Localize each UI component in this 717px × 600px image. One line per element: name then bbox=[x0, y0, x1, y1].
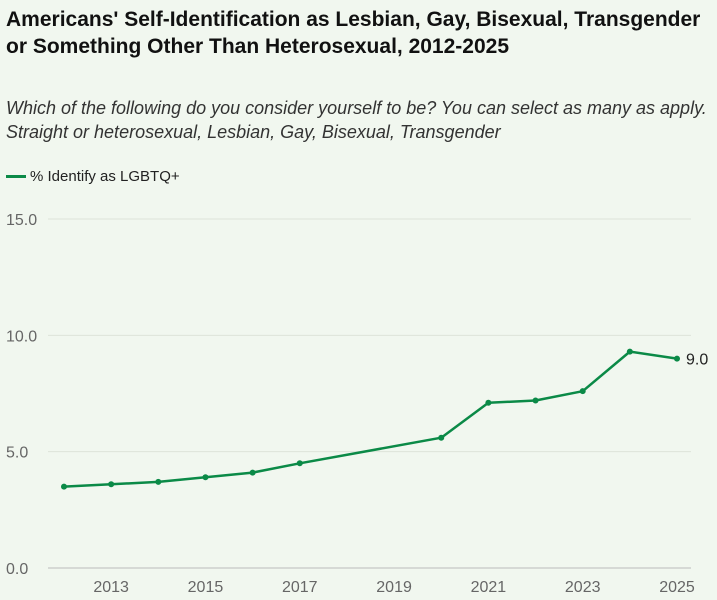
data-point bbox=[438, 434, 445, 441]
x-tick-label: 2013 bbox=[93, 579, 129, 596]
data-point bbox=[532, 397, 539, 404]
data-point bbox=[485, 399, 492, 406]
data-point bbox=[626, 348, 633, 355]
y-tick-label: 15.0 bbox=[6, 212, 37, 229]
x-tick-label: 2019 bbox=[376, 579, 412, 596]
x-tick-label: 2023 bbox=[565, 579, 601, 596]
legend: % Identify as LGBTQ+ bbox=[6, 168, 180, 185]
data-point bbox=[155, 478, 162, 485]
legend-label: % Identify as LGBTQ+ bbox=[30, 168, 180, 185]
data-point bbox=[202, 474, 209, 481]
chart-subtitle: Which of the following do you consider y… bbox=[6, 98, 707, 142]
data-point bbox=[674, 355, 680, 362]
data-point bbox=[108, 481, 115, 488]
legend-swatch bbox=[6, 175, 26, 178]
x-tick-label: 2025 bbox=[659, 579, 695, 596]
x-tick-label: 2017 bbox=[282, 579, 318, 596]
y-tick-label: 0.0 bbox=[6, 561, 28, 578]
series-line bbox=[63, 350, 678, 488]
data-point bbox=[296, 460, 303, 467]
x-tick-label: 2015 bbox=[188, 579, 224, 596]
end-value-label: 9.0 bbox=[686, 352, 708, 369]
data-point bbox=[61, 483, 67, 490]
y-tick-label: 10.0 bbox=[6, 328, 37, 345]
y-tick-label: 5.0 bbox=[6, 445, 28, 462]
data-point bbox=[249, 469, 256, 476]
chart-title: Americans' Self-Identification as Lesbia… bbox=[6, 8, 701, 58]
x-tick-label: 2021 bbox=[471, 579, 507, 596]
data-point bbox=[579, 388, 586, 395]
